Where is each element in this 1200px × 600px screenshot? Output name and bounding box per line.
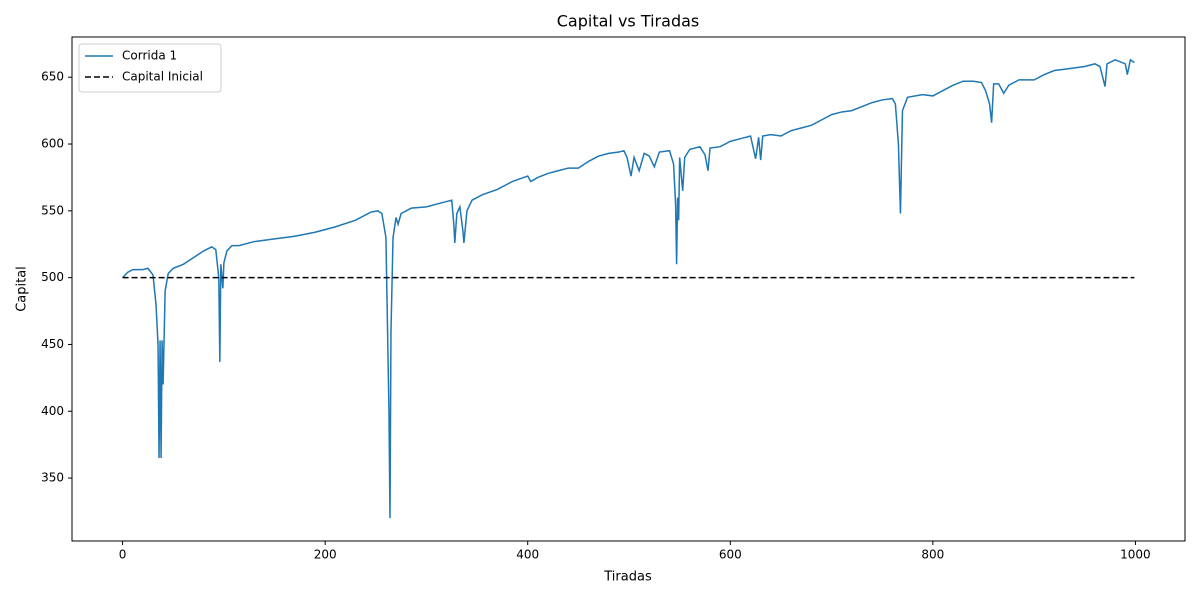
series-line — [122, 58, 1135, 519]
x-tick-label: 600 — [719, 548, 742, 562]
y-tick-label: 450 — [41, 337, 64, 351]
y-axis-label: Capital — [15, 266, 30, 312]
x-tick-label: 400 — [516, 548, 539, 562]
legend-label: Corrida 1 — [122, 49, 177, 63]
x-axis-label: Tiradas — [603, 570, 652, 585]
y-tick-label: 600 — [41, 137, 64, 151]
plot-area — [122, 58, 1135, 519]
legend: Corrida 1 Capital Inicial — [78, 43, 222, 93]
legend-label: Capital Inicial — [122, 70, 203, 84]
x-tick-label: 800 — [921, 548, 944, 562]
y-tick-label: 550 — [41, 203, 64, 217]
axes-frame — [71, 36, 1186, 542]
legend-box — [78, 43, 222, 93]
y-tick-label: 400 — [41, 404, 64, 418]
chart-title: Capital vs Tiradas — [557, 12, 699, 31]
x-tick-label: 200 — [314, 548, 337, 562]
y-tick-label: 500 — [41, 270, 64, 284]
x-tick-label: 1000 — [1120, 548, 1151, 562]
x-tick-label: 0 — [119, 548, 127, 562]
y-tick-label: 650 — [41, 70, 64, 84]
y-tick-label: 350 — [41, 471, 64, 485]
